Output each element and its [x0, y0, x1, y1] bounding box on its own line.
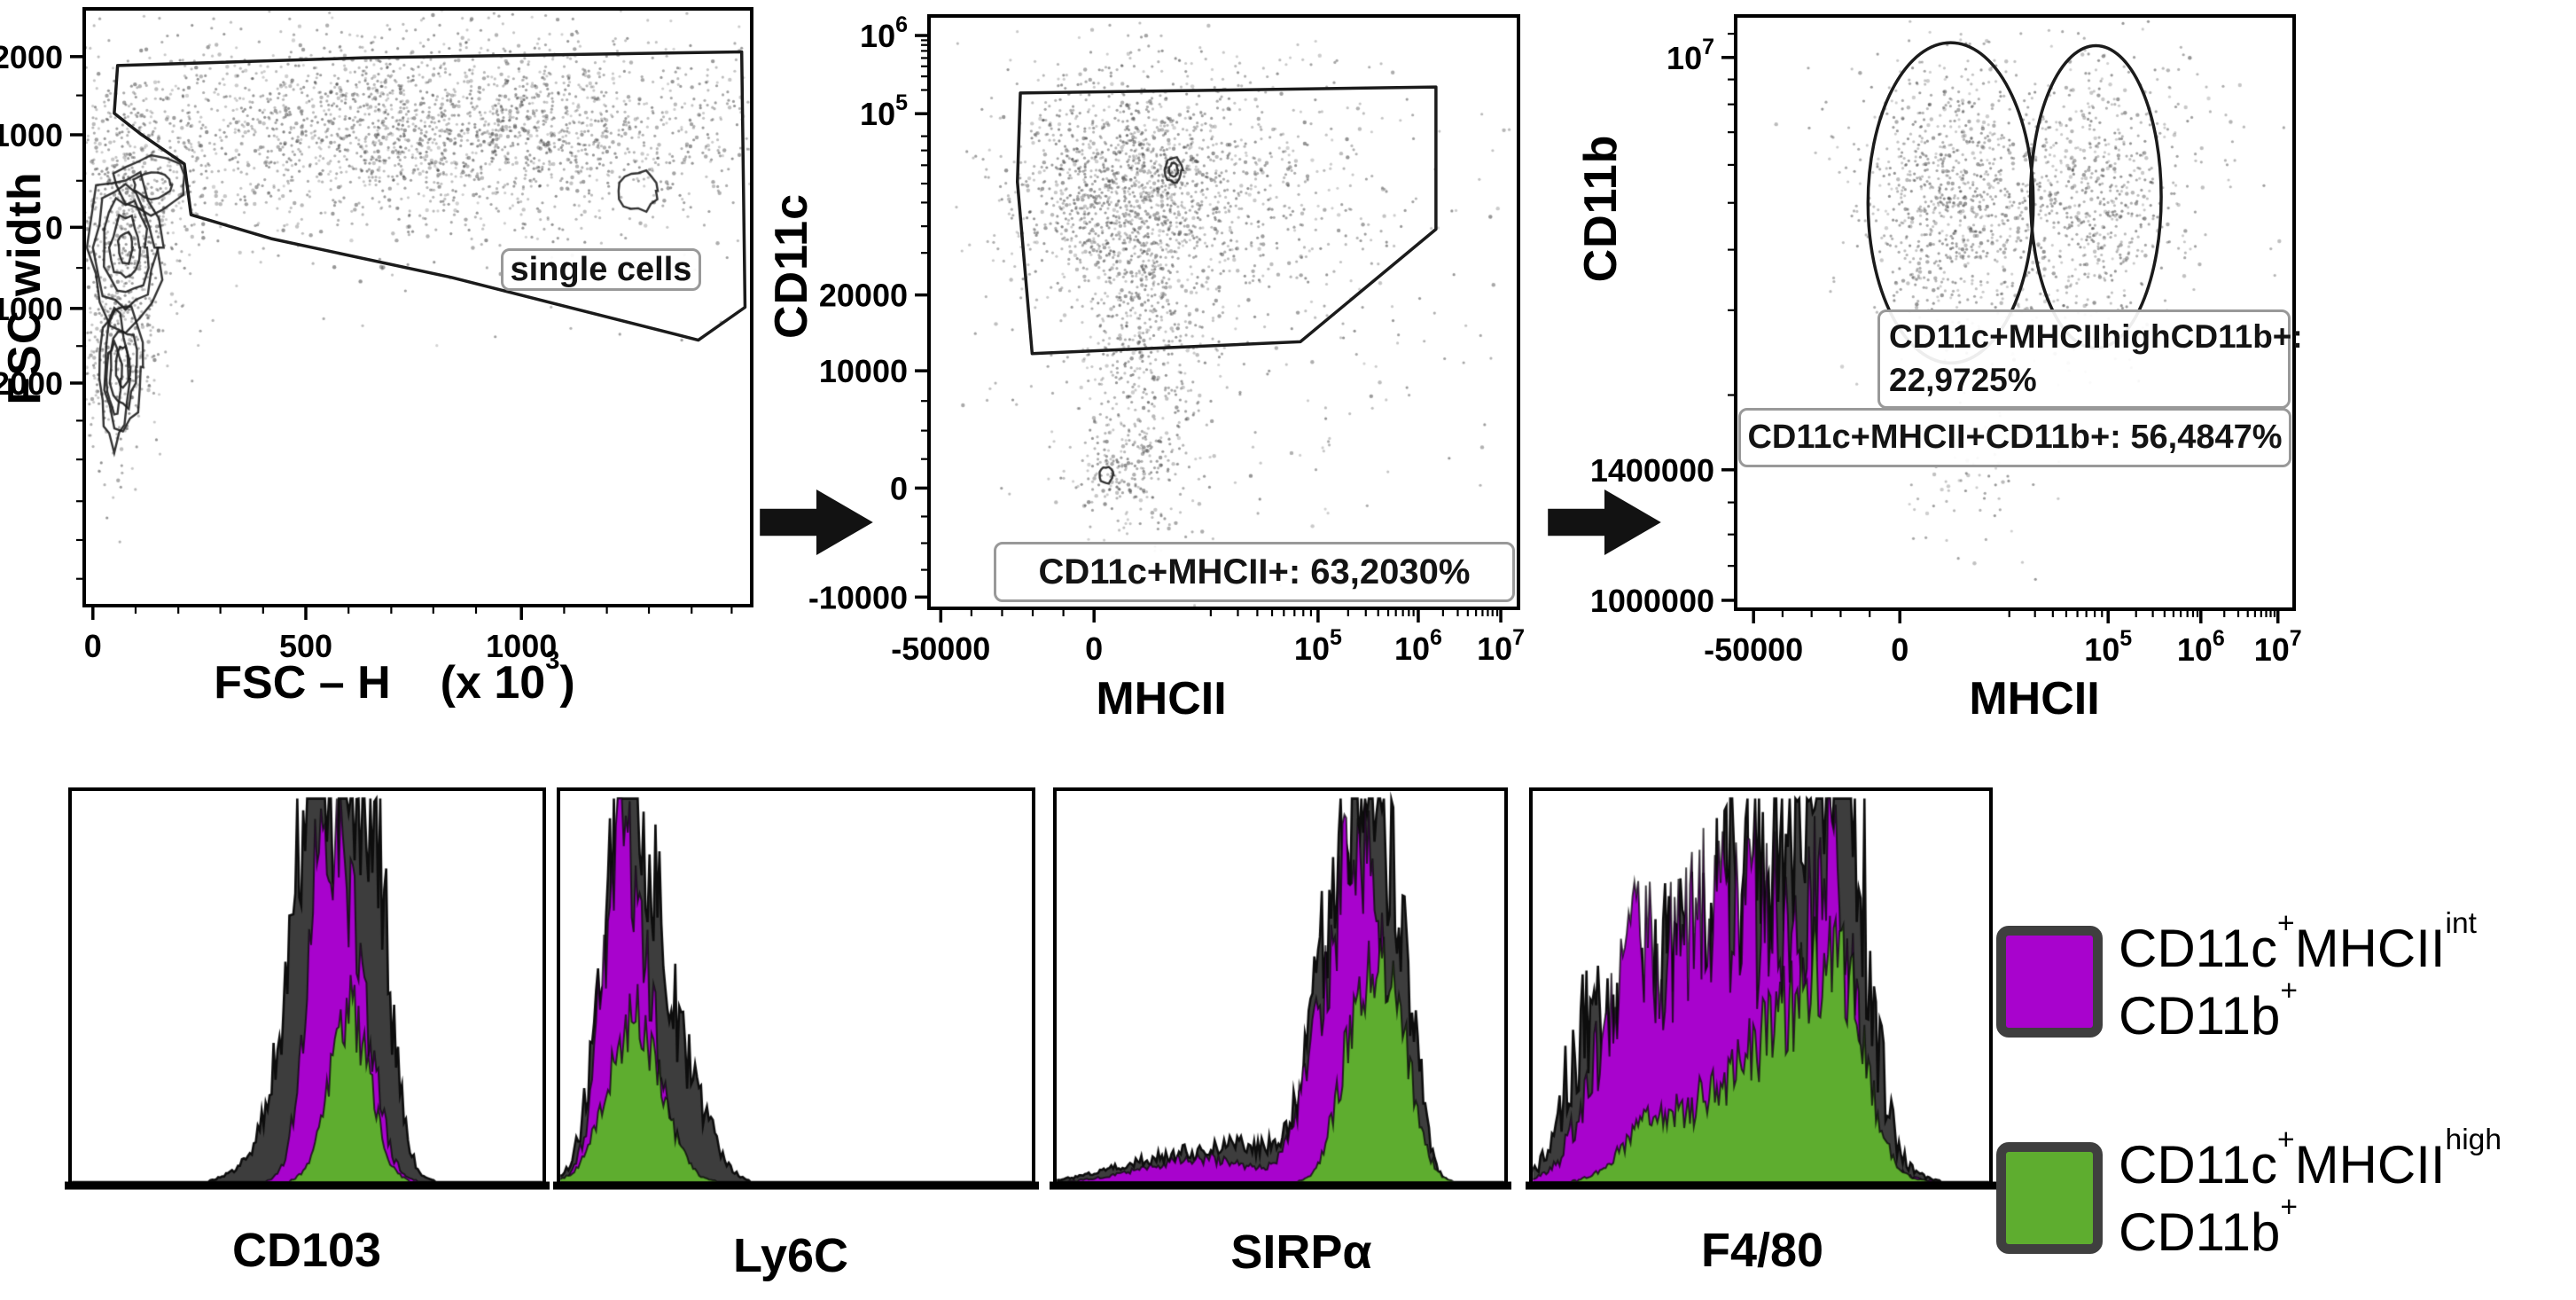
gate-outline — [113, 50, 747, 342]
tick-label: -1000 — [0, 291, 63, 327]
legend-line: CD11c+MHCIIhigh — [2119, 1124, 2502, 1194]
gate-label-single-cells: single cells — [501, 248, 701, 291]
tick-label: 0 — [45, 209, 63, 246]
tick-label: 0 — [890, 470, 908, 506]
legend-line: CD11b+ — [2119, 975, 2298, 1046]
plot2-x-axis-label: MHCII — [1096, 673, 1227, 724]
histogram-frame — [1529, 787, 1993, 1186]
gate-outline — [1016, 85, 1438, 356]
tick-label: 2000 — [0, 39, 63, 75]
tick-label: 1400000 — [1590, 452, 1714, 489]
gate-label-cd11c-mhcii-high-cd11b: CD11c+MHCIIhighCD11b+: 22,9725% — [1877, 309, 2303, 409]
tick-label: 106 — [2177, 626, 2225, 668]
plot3-x-axis-label: MHCII — [1969, 673, 2100, 724]
tick-label: 105 — [2084, 626, 2132, 668]
arrow-right-icon — [760, 489, 873, 555]
tick-label: 10000 — [819, 353, 908, 389]
legend-entry-cd11c-mhcii-high: CD11c+MHCIIhigh CD11b+ — [2119, 1124, 2502, 1266]
tick-label: 105 — [860, 90, 908, 132]
plot2-y-axis-label: CD11c — [766, 193, 817, 339]
histogram-frame — [1053, 787, 1508, 1186]
suffix-pre: (x 10 — [440, 657, 546, 709]
histogram-label-ly6c: Ly6C — [732, 1229, 849, 1282]
tick-label: 0 — [84, 628, 102, 664]
legend-entry-cd11c-mhcii-int: CD11c+MHCIIint CD11b+ — [2119, 907, 2478, 1050]
tick-label: 1000000 — [1590, 583, 1714, 619]
legend-line: CD11b+ — [2119, 1191, 2298, 1263]
tick-label: 106 — [1394, 625, 1442, 667]
plot1-x-axis-label-main: FSC – H — [214, 657, 391, 709]
plot-frame — [1734, 14, 2296, 611]
plot-frame — [927, 14, 1520, 610]
histogram-label-cd103: CD103 — [231, 1224, 382, 1277]
plot1-x-axis-label-suffix: (x 103) — [440, 648, 575, 709]
gate-label-cd11c-mhcii: CD11c+MHCII+: 63,2030% — [994, 542, 1515, 602]
legend-line: CD11c+MHCIIint — [2119, 907, 2478, 978]
plot1-y-axis-label: FSC width — [0, 171, 51, 405]
arrow-right-icon — [1548, 489, 1661, 555]
legend-swatch-purple — [1996, 926, 2103, 1038]
tick-label: 107 — [1477, 625, 1525, 667]
suffix-sup: 3 — [545, 646, 560, 676]
gate-ellipse — [2028, 43, 2163, 350]
tick-label: -2000 — [0, 365, 63, 402]
plot1-x-axis-label: FSC – H (x 103) — [214, 648, 575, 709]
tick-label: -50000 — [1704, 631, 1803, 668]
tick-label: -50000 — [891, 630, 990, 667]
tick-label: 105 — [1294, 625, 1342, 667]
gate-label-line: CD11c+MHCIIhighCD11b+: — [1889, 318, 2303, 356]
plot-frame — [82, 7, 753, 607]
legend-swatch-green — [1996, 1142, 2103, 1254]
histogram-frame — [68, 787, 546, 1186]
histogram-label-sirpa: SIRPα — [1230, 1226, 1372, 1279]
suffix-post: ) — [559, 657, 575, 709]
plot3-y-axis-label: CD11b — [1575, 134, 1627, 283]
tick-label: 500 — [279, 628, 332, 664]
tick-label: 1000 — [486, 628, 557, 664]
tick-label: 0 — [1085, 630, 1103, 667]
histogram-label-f480: F4/80 — [1700, 1224, 1824, 1277]
gate-label-line: 22,9725% — [1889, 362, 2037, 398]
tick-label: 107 — [1667, 35, 1714, 76]
gate-label-cd11c-mhcii-cd11b: CD11c+MHCII+CD11b+: 56,4847% — [1738, 408, 2291, 467]
tick-label: 20000 — [819, 278, 908, 314]
tick-label: 0 — [1891, 631, 1909, 668]
tick-label: 106 — [860, 12, 908, 54]
tick-label: -10000 — [808, 579, 908, 615]
tick-label: 107 — [2254, 626, 2302, 668]
tick-label: 1000 — [0, 117, 63, 153]
histogram-frame — [557, 787, 1035, 1186]
